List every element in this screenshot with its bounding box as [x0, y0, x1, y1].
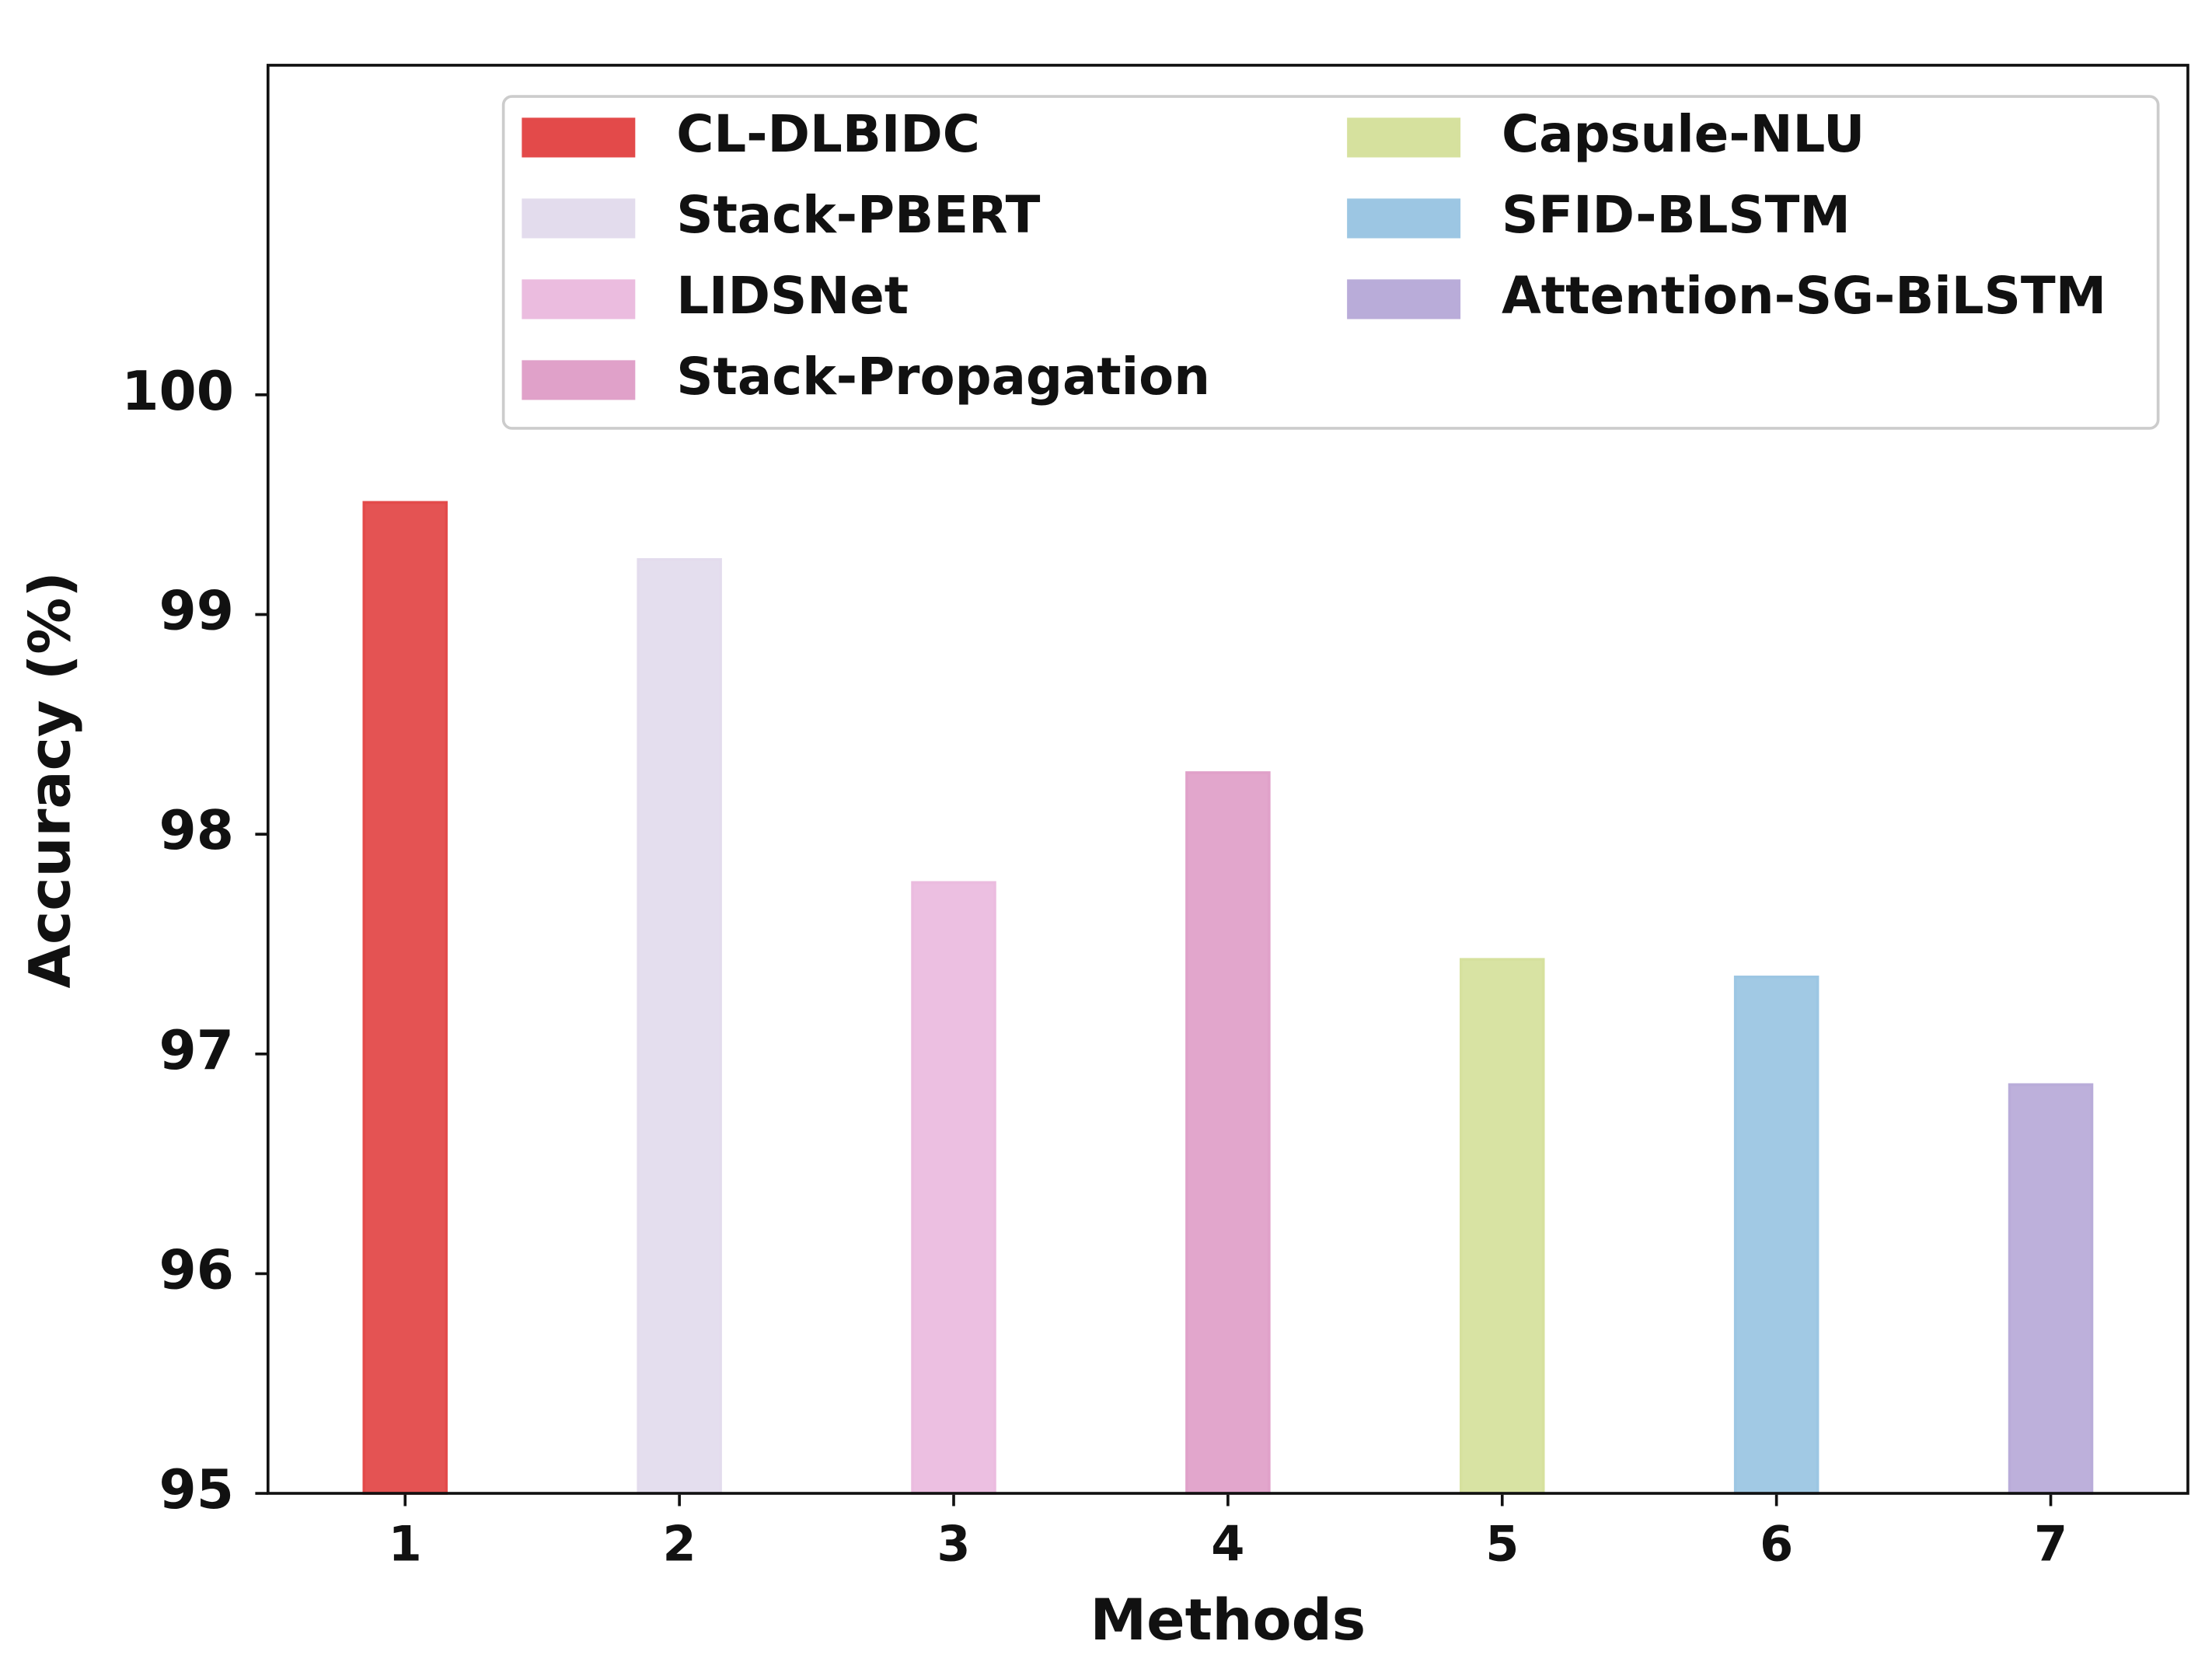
y-tick-label: 97 — [159, 1020, 234, 1082]
x-tick-label: 5 — [1485, 1515, 1519, 1572]
legend-label: Attention-SG-BiLSTM — [1502, 267, 2106, 326]
legend-swatch — [522, 117, 636, 158]
legend-label: LIDSNet — [676, 267, 909, 326]
x-tick-label: 7 — [2034, 1515, 2067, 1572]
legend-swatch — [522, 198, 636, 239]
y-tick-label: 98 — [159, 800, 234, 862]
bar — [637, 558, 722, 1495]
bar — [362, 501, 448, 1495]
legend-label: Capsule-NLU — [1502, 105, 1865, 164]
legend-label: SFID-BLSTM — [1502, 186, 1851, 245]
y-tick-label: 99 — [159, 581, 234, 643]
legend-swatch — [1347, 279, 1461, 319]
bar — [1185, 771, 1271, 1495]
x-tick-label: 3 — [937, 1515, 970, 1572]
x-tick-label: 2 — [663, 1515, 696, 1572]
legend-label: CL-DLBIDC — [676, 105, 980, 164]
x-tick-label: 4 — [1211, 1515, 1244, 1572]
x-axis-label: Methods — [1090, 1587, 1366, 1653]
bar — [911, 881, 996, 1495]
y-tick-label: 96 — [159, 1239, 234, 1301]
legend-swatch — [522, 279, 636, 319]
x-tick-label: 6 — [1760, 1515, 1793, 1572]
legend-swatch — [1347, 198, 1461, 239]
y-tick-label: 95 — [159, 1459, 234, 1521]
bar — [2008, 1083, 2094, 1495]
legend-label: Stack-Propagation — [676, 347, 1210, 407]
legend-box — [501, 95, 2160, 430]
x-tick-label: 1 — [389, 1515, 422, 1572]
bar — [1733, 976, 1819, 1495]
y-tick-label: 100 — [121, 361, 234, 423]
plot-frame — [266, 64, 2189, 1495]
bar — [1460, 958, 1545, 1495]
legend-swatch — [522, 360, 636, 400]
legend-swatch — [1347, 117, 1461, 158]
legend-label: Stack-PBERT — [676, 186, 1040, 245]
y-axis-label: Accuracy (%) — [17, 571, 83, 988]
